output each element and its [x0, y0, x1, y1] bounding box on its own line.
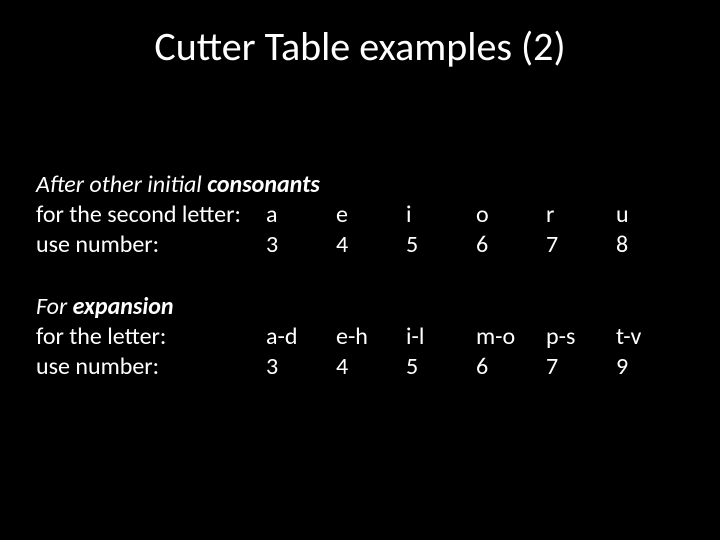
section1-number-c4: 7 [546, 230, 616, 260]
section2-letter-c2: i-l [406, 322, 476, 352]
section1-table: for the second letter: a e i o r u use n… [36, 200, 686, 260]
section2-number-c5: 9 [616, 352, 686, 382]
section1-letter-c4: r [546, 200, 616, 230]
section2-heading: For expansion [36, 292, 690, 322]
section1-letter-c5: u [616, 200, 686, 230]
section1-letter-c3: o [476, 200, 546, 230]
section2-heading-italic: For [36, 292, 73, 321]
section1-number-label: use number: [36, 230, 266, 260]
section2-letter-c0: a-d [266, 322, 336, 352]
section-gap [36, 260, 690, 292]
section1-number-c1: 4 [336, 230, 406, 260]
section1-number-c0: 3 [266, 230, 336, 260]
section1-heading-italic: After other initial [36, 170, 207, 199]
section1-letter-c1: e [336, 200, 406, 230]
section1-number-c3: 6 [476, 230, 546, 260]
slide-body: After other initial consonants for the s… [36, 170, 690, 382]
section1-number-row: use number: 3 4 5 6 7 8 [36, 230, 686, 260]
section1-letter-c0: a [266, 200, 336, 230]
section2-letter-c3: m-o [476, 322, 546, 352]
slide-title: Cutter Table examples (2) [0, 22, 720, 71]
section1-heading-bold: consonants [207, 170, 320, 199]
section2-number-c2: 5 [406, 352, 476, 382]
section2-letter-c1: e-h [336, 322, 406, 352]
section1-letter-label: for the second letter: [36, 200, 266, 230]
section2-number-row: use number: 3 4 5 6 7 9 [36, 352, 686, 382]
slide: Cutter Table examples (2) After other in… [0, 0, 720, 540]
section2-number-c0: 3 [266, 352, 336, 382]
section1-heading: After other initial consonants [36, 170, 690, 200]
section2-letter-row: for the letter: a-d e-h i-l m-o p-s t-v [36, 322, 686, 352]
section2-number-label: use number: [36, 352, 266, 382]
section1-letter-row: for the second letter: a e i o r u [36, 200, 686, 230]
section2-table: for the letter: a-d e-h i-l m-o p-s t-v … [36, 322, 686, 382]
section2-number-c3: 6 [476, 352, 546, 382]
section2-letter-c5: t-v [616, 322, 686, 352]
section1-number-c5: 8 [616, 230, 686, 260]
section2-number-c1: 4 [336, 352, 406, 382]
section2-heading-bold: expansion [73, 292, 174, 321]
section1-letter-c2: i [406, 200, 476, 230]
section1-number-c2: 5 [406, 230, 476, 260]
section2-letter-label: for the letter: [36, 322, 266, 352]
section2-number-c4: 7 [546, 352, 616, 382]
section2-letter-c4: p-s [546, 322, 616, 352]
